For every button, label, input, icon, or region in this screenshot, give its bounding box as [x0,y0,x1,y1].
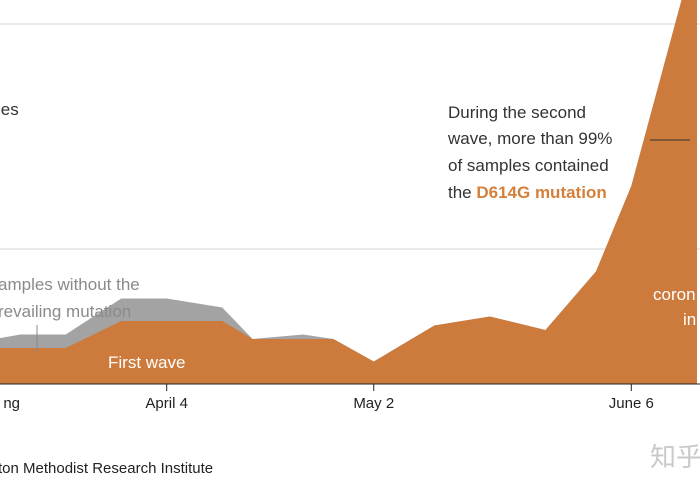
top-left-label: les [0,100,19,119]
annotation-line: of samples contained [448,156,609,175]
x-tick-label: ng [3,395,20,412]
right-area-line: coron [653,285,696,304]
x-tick-label: May 2 [353,395,394,412]
annotation-line: wave, more than 99% [447,129,612,148]
gridlines [0,23,700,250]
x-tick-label: April 4 [145,395,188,412]
annotation-line: During the second [448,103,586,122]
grey-note-line: revailing mutation [0,302,131,321]
plot-area [0,0,697,384]
second-wave-annotation: During the second wave, more than 99% of… [447,103,690,202]
first-wave-label: First wave [108,353,185,372]
x-tick-label: June 6 [609,395,654,412]
annotation-prefix: the [448,183,476,202]
watermark: 知乎 [650,442,700,472]
grey-annotation: amples without the revailing mutation [0,275,140,352]
source-note: ton Methodist Research Institute [0,460,213,477]
right-area-label: S coron in [653,260,700,329]
mutation-highlight: D614G mutation [476,183,606,202]
grey-note-line: amples without the [0,275,140,294]
x-axis: ng April 4 May 2 June 6 [0,383,700,412]
right-area-line: S [697,260,700,279]
annotation-line: the D614G mutation [448,183,607,202]
series-area-d614g [0,0,697,384]
right-area-line: in [683,310,696,329]
